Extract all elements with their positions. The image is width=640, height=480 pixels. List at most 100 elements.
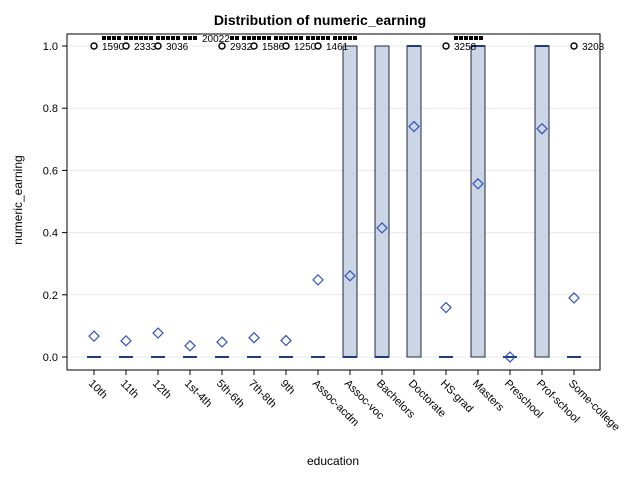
overlap-marker: [299, 36, 303, 40]
box: [534, 45, 550, 358]
mean-markers-layer: [88, 120, 580, 363]
overlap-marker: [469, 36, 473, 40]
plot-frame: [66, 33, 601, 371]
overlap-marker: [454, 36, 458, 40]
overlap-marker: [102, 36, 106, 40]
mean-marker: [248, 331, 260, 344]
overlap-marker: [252, 36, 256, 40]
chart-title: Distribution of numeric_earning: [214, 12, 426, 28]
mean-marker: [568, 292, 580, 304]
boxes-layer: [87, 45, 581, 358]
box: [406, 45, 422, 358]
overlap-marker: [149, 36, 153, 40]
overlap-marker: [343, 36, 347, 40]
outlier-label: 1250: [294, 42, 317, 53]
outlier-point: [442, 42, 450, 50]
overlap-marker: [353, 36, 357, 40]
mean-marker: [376, 222, 388, 234]
mean-marker: [472, 177, 484, 190]
overlap-marker: [326, 36, 330, 40]
overlap-marker: [144, 36, 148, 40]
mean-marker: [280, 334, 292, 347]
overlap-marker: [188, 36, 192, 40]
mean-marker: [120, 334, 132, 347]
overlap-marker: [464, 36, 468, 40]
outlier-point: [250, 42, 258, 50]
box: [374, 45, 390, 358]
overlap-marker: [459, 36, 463, 40]
y-tick-label: 0.0: [43, 352, 58, 364]
overlap-marker: [134, 36, 138, 40]
overlap-marker: [294, 36, 298, 40]
overlap-marker: [279, 36, 283, 40]
y-tick-label: 0.8: [43, 103, 58, 115]
overlap-marker: [257, 36, 261, 40]
outlier-label: 1586: [262, 42, 285, 53]
outlier-point: [282, 42, 290, 50]
mean-marker: [344, 269, 356, 282]
overlap-marker: [112, 36, 116, 40]
overlap-marker: [338, 36, 342, 40]
box: [342, 45, 358, 358]
outlier-point: [90, 42, 98, 50]
overlap-marker: [316, 36, 320, 40]
overlap-marker: [235, 36, 239, 40]
overlap-marker: [183, 36, 187, 40]
mean-marker: [504, 351, 516, 363]
overlap-marker: [348, 36, 352, 40]
overlap-marker: [117, 36, 121, 40]
overlap-marker: [171, 36, 175, 40]
outlier-point: [218, 42, 226, 50]
box: [470, 45, 486, 358]
outlier-label: 3258: [454, 42, 477, 53]
overlap-marker: [193, 36, 197, 40]
overlap-marker: [230, 36, 234, 40]
overlap-marker: [321, 36, 325, 40]
y-tick-label: 0.2: [43, 290, 58, 302]
overlap-marker: [166, 36, 170, 40]
outlier-label: 2932: [230, 42, 253, 53]
overlap-marker: [156, 36, 160, 40]
overlap-marker: [306, 36, 310, 40]
overlap-marker: [176, 36, 180, 40]
mean-marker: [536, 122, 548, 135]
overlap-marker: [129, 36, 133, 40]
overlap-marker: [124, 36, 128, 40]
overlap-marker: [274, 36, 278, 40]
y-tick-label: 0.4: [43, 228, 58, 240]
y-axis-ticks: 0.0 0.2 0.4 0.6 0.8 1.0: [43, 41, 67, 364]
outlier-label: 2333: [134, 42, 157, 53]
outlier-overflow-label: 20022: [202, 34, 230, 45]
outlier-point: [314, 42, 322, 50]
overlap-marker: [262, 36, 266, 40]
outlier-point: [154, 42, 162, 50]
outlier-point: [570, 42, 578, 50]
outliers-layer: 1590 2333 3036 2932 1586 1250 1461 3258 3203 2002…: [90, 34, 605, 53]
overlap-marker: [139, 36, 143, 40]
outlier-label: 1590: [102, 42, 125, 53]
overlap-marker: [267, 36, 271, 40]
overlap-marker: [311, 36, 315, 40]
overlap-marker: [242, 36, 246, 40]
outlier-label: 3203: [582, 42, 605, 53]
overlap-marker: [289, 36, 293, 40]
mean-marker: [312, 274, 324, 286]
outlier-label: 3036: [166, 42, 189, 53]
x-axis-label: education: [307, 454, 359, 468]
overlap-marker: [247, 36, 251, 40]
overlap-marker: [479, 36, 483, 40]
overlap-marker: [161, 36, 165, 40]
outlier-point: [122, 42, 130, 50]
mean-marker: [408, 120, 420, 133]
overlap-marker: [284, 36, 288, 40]
overlap-marker: [333, 36, 337, 40]
outlier-label: 1461: [326, 42, 349, 53]
overlap-marker: [474, 36, 478, 40]
mean-marker: [184, 339, 196, 352]
y-axis-label: numeric_earning: [11, 155, 25, 244]
y-tick-label: 0.6: [43, 165, 58, 177]
mean-marker: [440, 301, 452, 314]
